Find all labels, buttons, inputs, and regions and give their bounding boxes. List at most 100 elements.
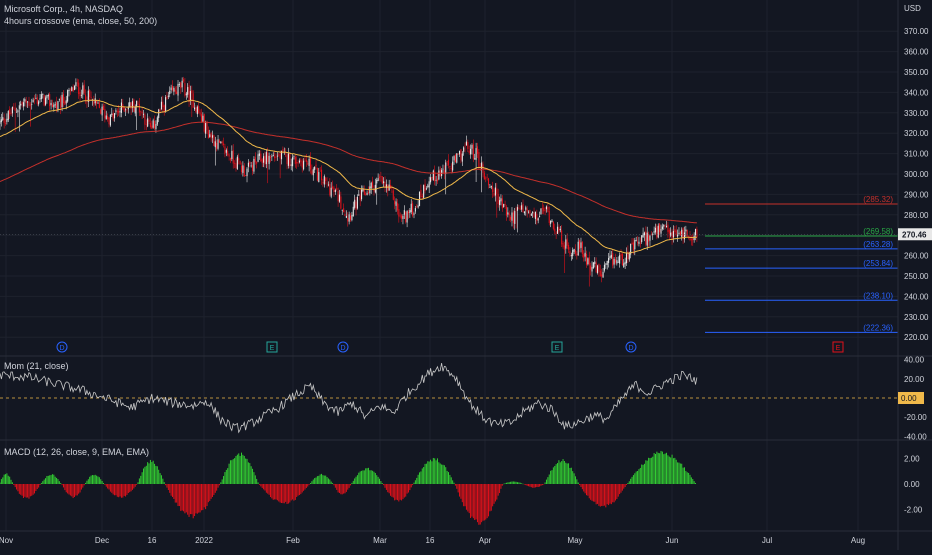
macd-histogram-bar[interactable] [28, 484, 30, 499]
macd-histogram-bar[interactable] [551, 470, 553, 484]
candle-body[interactable] [547, 207, 549, 212]
candle-body[interactable] [71, 87, 73, 91]
macd-histogram-bar[interactable] [431, 461, 433, 484]
candle-body[interactable] [679, 231, 681, 236]
macd-histogram-bar[interactable] [65, 484, 67, 493]
candle-body[interactable] [394, 200, 396, 205]
macd-histogram-bar[interactable] [245, 458, 247, 484]
macd-histogram-bar[interactable] [417, 474, 419, 484]
candle-body[interactable] [272, 155, 274, 156]
macd-histogram-bar[interactable] [9, 476, 11, 484]
macd-histogram-bar[interactable] [510, 481, 512, 484]
macd-histogram-bar[interactable] [250, 466, 252, 484]
macd-histogram-bar[interactable] [112, 484, 114, 495]
candle-body[interactable] [94, 98, 96, 104]
candle-body[interactable] [25, 100, 27, 104]
macd-histogram-bar[interactable] [639, 467, 641, 484]
candle-body[interactable] [185, 93, 187, 96]
candle-body[interactable] [109, 114, 111, 126]
macd-histogram-bar[interactable] [435, 460, 437, 484]
macd-histogram-bar[interactable] [412, 484, 414, 486]
candle-body[interactable] [33, 99, 36, 101]
candle-body[interactable] [434, 171, 436, 182]
macd-histogram-bar[interactable] [319, 474, 321, 484]
candle-body[interactable] [334, 189, 336, 193]
macd-histogram-bar[interactable] [619, 484, 621, 495]
candle-body[interactable] [113, 113, 116, 119]
candle-body[interactable] [579, 240, 581, 249]
candle-body[interactable] [442, 168, 444, 170]
candle-body[interactable] [20, 103, 22, 106]
macd-histogram-bar[interactable] [616, 484, 618, 500]
candle-body[interactable] [57, 101, 59, 110]
candle-body[interactable] [504, 203, 506, 206]
macd-histogram-bar[interactable] [597, 484, 599, 504]
candle-body[interactable] [510, 216, 512, 220]
macd-histogram-bar[interactable] [690, 477, 692, 484]
macd-histogram-bar[interactable] [377, 476, 379, 484]
macd-histogram-bar[interactable] [424, 463, 426, 484]
macd-histogram-bar[interactable] [152, 460, 154, 484]
macd-histogram-bar[interactable] [82, 484, 84, 488]
macd-histogram-bar[interactable] [347, 484, 349, 490]
macd-histogram-bar[interactable] [398, 484, 400, 502]
candle-body[interactable] [565, 239, 567, 249]
macd-histogram-bar[interactable] [521, 483, 523, 484]
macd-histogram-bar[interactable] [198, 484, 200, 513]
candle-body[interactable] [39, 98, 41, 100]
candle-body[interactable] [229, 157, 232, 161]
macd-histogram-bar[interactable] [223, 476, 225, 484]
candle-body[interactable] [298, 160, 301, 163]
candle-body[interactable] [325, 177, 327, 181]
macd-histogram-bar[interactable] [494, 484, 496, 502]
candle-body[interactable] [526, 208, 528, 212]
macd-histogram-bar[interactable] [459, 484, 461, 497]
macd-histogram-bar[interactable] [504, 483, 506, 484]
macd-histogram-bar[interactable] [86, 480, 88, 484]
macd-histogram-bar[interactable] [610, 484, 612, 505]
macd-histogram-bar[interactable] [471, 484, 473, 517]
candle-body[interactable] [423, 185, 425, 198]
candle-body[interactable] [207, 130, 209, 139]
macd-histogram-bar[interactable] [224, 472, 226, 484]
candle-body[interactable] [590, 265, 592, 270]
macd-histogram-bar[interactable] [677, 462, 679, 484]
macd-histogram-bar[interactable] [292, 484, 294, 500]
candle-body[interactable] [22, 102, 25, 107]
candle-body[interactable] [235, 163, 237, 169]
macd-histogram-bar[interactable] [50, 475, 52, 484]
ema50-line[interactable] [0, 99, 697, 254]
macd-histogram-bar[interactable] [475, 484, 477, 520]
macd-histogram-bar[interactable] [648, 457, 650, 484]
candle-body[interactable] [7, 111, 9, 121]
candle-body[interactable] [479, 166, 481, 168]
candle-body[interactable] [632, 242, 634, 251]
candle-body[interactable] [543, 207, 545, 212]
candle-body[interactable] [603, 264, 605, 271]
candle-body[interactable] [409, 210, 411, 214]
candle-body[interactable] [289, 153, 291, 167]
candle-body[interactable] [276, 155, 278, 157]
candle-body[interactable] [355, 201, 357, 210]
dividend-marker[interactable] [625, 341, 637, 353]
candle-body[interactable] [414, 208, 416, 212]
macd-histogram-bar[interactable] [176, 484, 178, 503]
candle-body[interactable] [492, 186, 494, 193]
macd-histogram-bar[interactable] [533, 484, 535, 488]
macd-histogram-bar[interactable] [681, 463, 683, 484]
macd-histogram-bar[interactable] [209, 484, 211, 501]
candle-body[interactable] [383, 181, 385, 184]
macd-histogram-bar[interactable] [36, 484, 38, 490]
macd-histogram-bar[interactable] [304, 484, 306, 490]
macd-histogram-bar[interactable] [369, 470, 371, 484]
candle-body[interactable] [307, 163, 309, 165]
candle-body[interactable] [296, 162, 298, 164]
candle-body[interactable] [338, 194, 341, 202]
candle-body[interactable] [678, 232, 680, 234]
macd-histogram-bar[interactable] [111, 484, 113, 493]
macd-histogram-bar[interactable] [183, 484, 185, 512]
candle-body[interactable] [27, 101, 29, 103]
macd-histogram-bar[interactable] [195, 484, 197, 514]
macd-histogram-bar[interactable] [370, 470, 372, 484]
